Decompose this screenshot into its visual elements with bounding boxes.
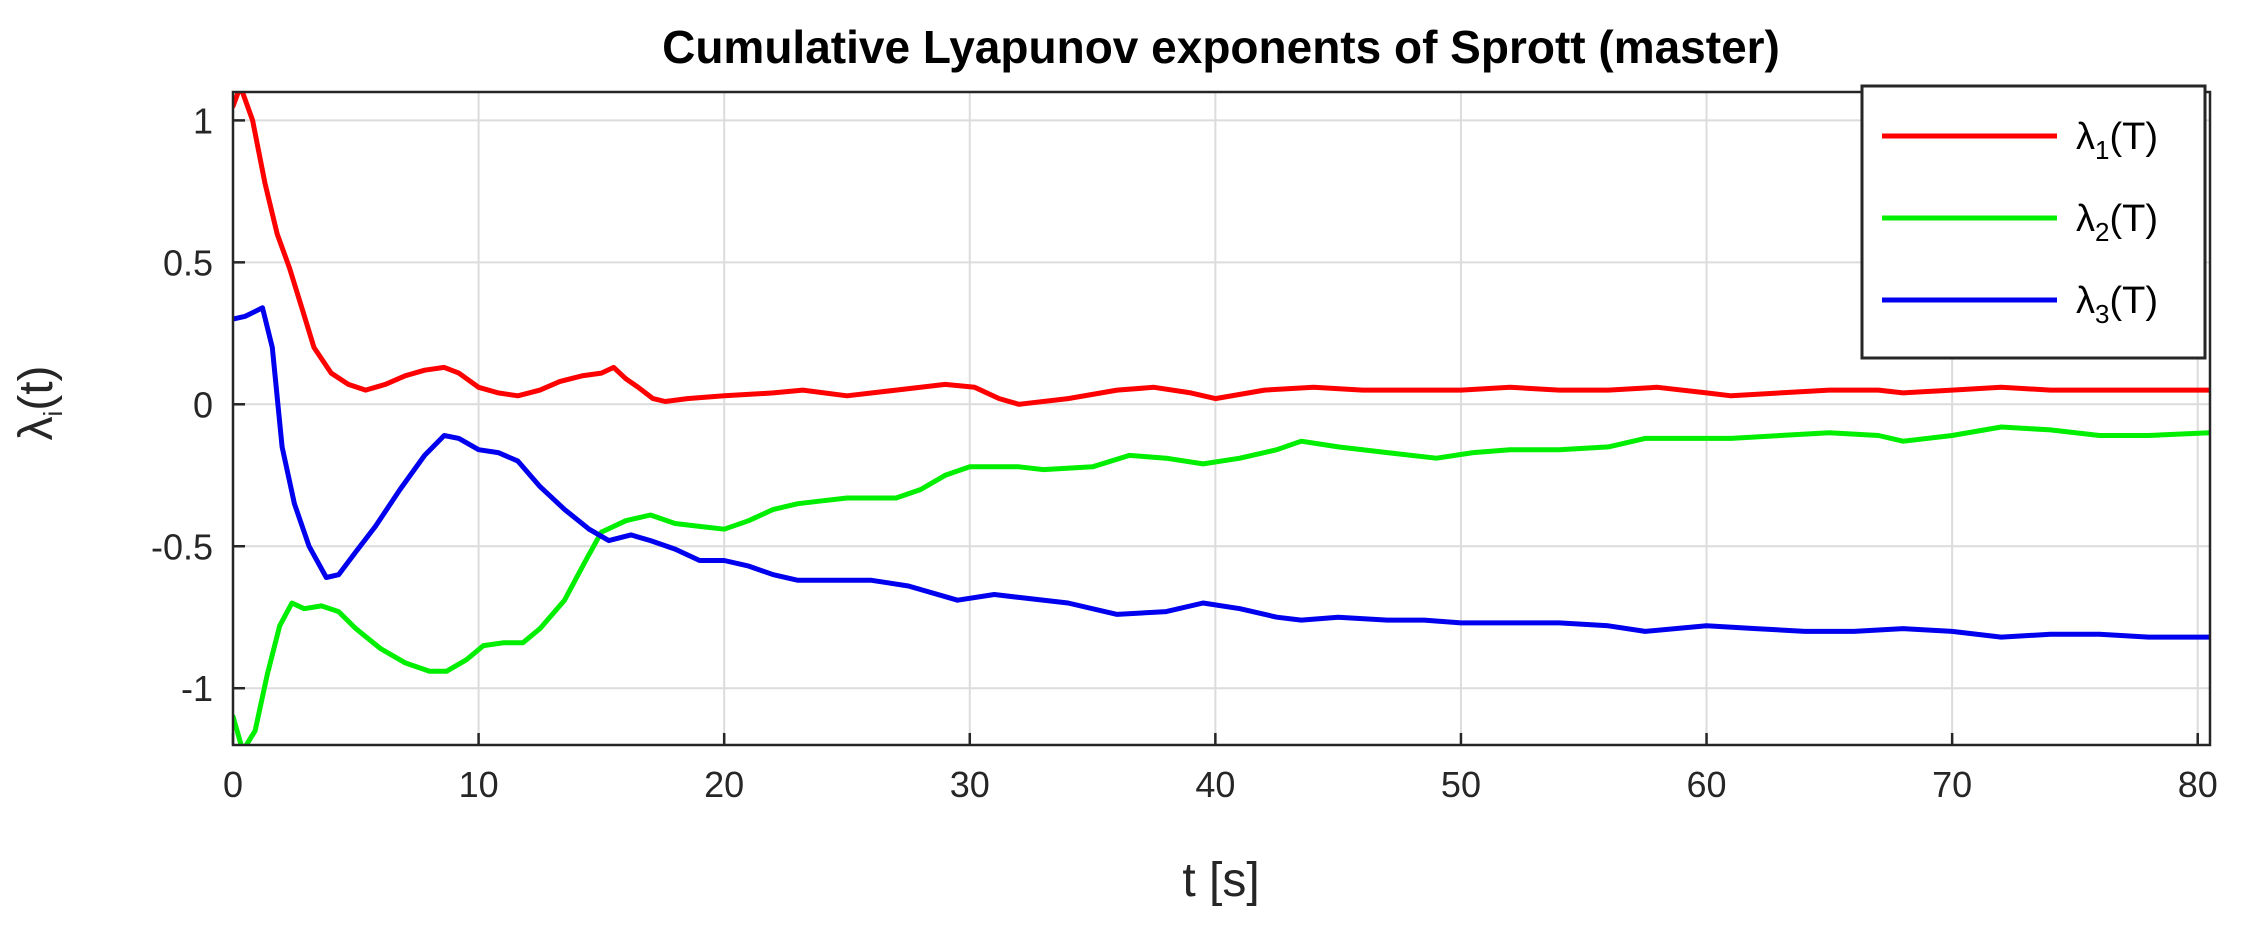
- y-tick-label: 0.5: [163, 242, 213, 283]
- legend: λ1(T) λ2(T) λ3(T): [1860, 84, 2207, 360]
- plot-frame: [231, 90, 2212, 747]
- y-axis-label-suffix: (t): [10, 365, 63, 410]
- x-tick-label: 50: [1441, 764, 1481, 805]
- y-tick-label: 0: [193, 384, 213, 425]
- x-tick-label: 20: [704, 764, 744, 805]
- y-axis-ticks: 1 0.5 0 -0.5 -1: [151, 100, 245, 709]
- series-line-lambda-2: [233, 424, 2210, 745]
- legend-label-lambda-2: λ2(T): [2076, 198, 2158, 247]
- x-tick-label: 70: [1932, 764, 1972, 805]
- y-tick-label: -0.5: [151, 526, 213, 567]
- series-layer: [233, 92, 2210, 745]
- chart-title: Cumulative Lyapunov exponents of Sprott …: [662, 21, 1780, 73]
- x-tick-label: 40: [1195, 764, 1235, 805]
- y-tick-label: -1: [181, 668, 213, 709]
- y-tick-label: 1: [193, 100, 213, 141]
- legend-label-lambda-1: λ1(T): [2076, 116, 2158, 165]
- series-line-lambda-3: [233, 305, 2210, 640]
- x-tick-label: 30: [950, 764, 990, 805]
- x-axis-ticks: 0 10 20 30 40 50 60 70 80: [223, 733, 2218, 805]
- legend-label-lambda-3: λ3(T): [2076, 280, 2158, 329]
- legend-box: [1860, 84, 2207, 360]
- y-axis-label: λi(t): [10, 365, 68, 440]
- y-axis-label-subscript: i: [38, 411, 68, 417]
- y-axis-label-symbol: λ: [10, 417, 63, 441]
- x-axis-label: t [s]: [1182, 854, 1259, 907]
- x-tick-label: 80: [2178, 764, 2218, 805]
- x-tick-label: 10: [459, 764, 499, 805]
- series-line-lambda-1: [233, 92, 2210, 407]
- x-tick-label: 60: [1687, 764, 1727, 805]
- x-tick-label: 0: [223, 764, 243, 805]
